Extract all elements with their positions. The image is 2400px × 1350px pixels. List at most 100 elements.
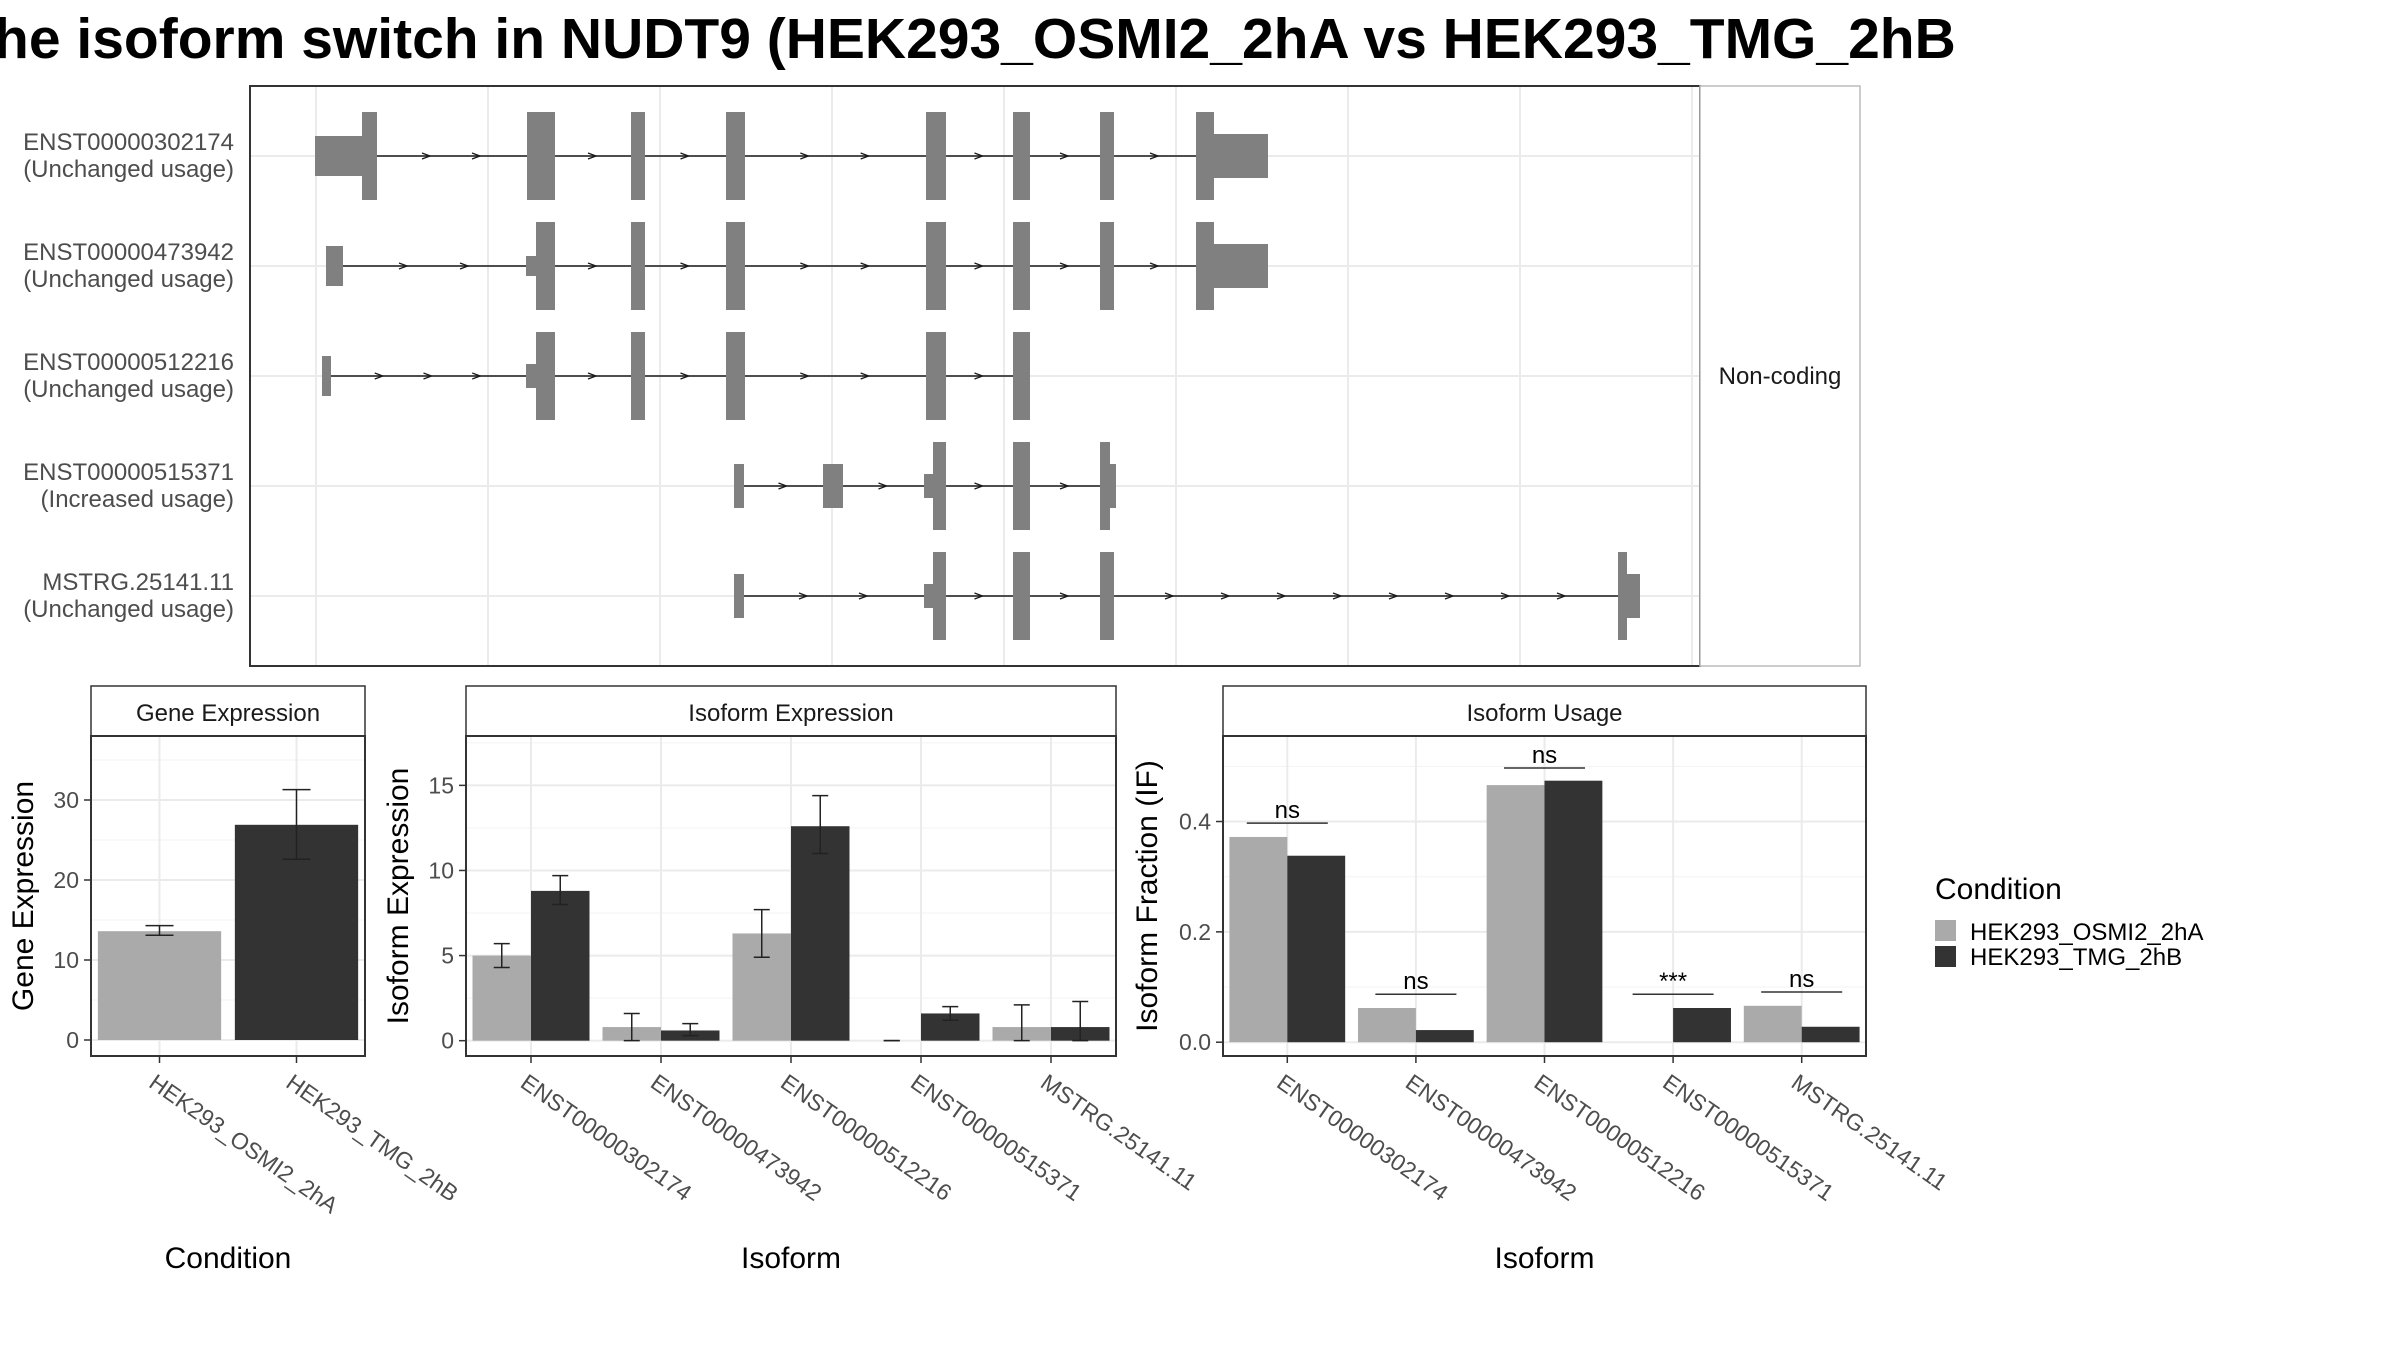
bar [472,955,531,1041]
intron-arrow [1276,592,1287,600]
x-axis-title: Isoform [1494,1242,1594,1275]
intron-arrow [798,592,809,600]
exon-block [527,112,555,200]
intron-arrow [974,372,985,380]
exon-block [526,364,537,388]
error-bar [753,908,770,959]
y-tick-label: 0.2 [1179,919,1211,945]
exon-block [734,574,744,618]
legend-label-tmg: HEK293_TMG_2hB [1970,944,2182,971]
y-tick-label: 15 [428,772,454,798]
exon-block [1212,134,1268,178]
error-bar [1013,1004,1030,1042]
y-tick-label: 10 [428,857,454,883]
intron-arrow [587,372,598,380]
bar [1486,785,1545,1043]
strip-right [1699,85,1861,667]
panel-strip [465,685,1117,737]
intron-arrow [800,262,811,270]
error-bar [942,1005,959,1022]
y-tick-label: 10 [53,947,79,973]
bar [234,824,359,1040]
transcript-id-label: MSTRG.25141.11 [42,569,234,596]
intron-arrow [1059,262,1070,270]
structure-row-labels: ENST00000302174(Unchanged usage)ENST0000… [23,129,234,623]
transcript-id-label: ENST00000473942 [23,239,234,266]
error-bar [282,788,311,860]
bar [1544,780,1603,1043]
exon-block [726,112,745,200]
legend-swatch-tmg [1935,946,1956,967]
exon-block [536,222,555,310]
y-tick-label: 0 [441,1028,454,1054]
intron-arrow [472,372,483,380]
intron-arrow [974,592,985,600]
intron-arrow [974,262,985,270]
exon-block [1100,112,1114,200]
intron-arrow [374,372,385,380]
exon-block [924,584,934,608]
intron-arrow [974,482,985,490]
exon-block [926,332,946,420]
transcript-id-label: ENST00000515371 [23,459,234,486]
legend-label-osmi2: HEK293_OSMI2_2hA [1970,919,2203,946]
transcript-status-label: (Unchanged usage) [23,596,234,623]
exon-block [924,474,934,498]
intron-arrow [974,152,985,160]
transcript-id-label: ENST00000302174 [23,129,234,156]
intron-arrow [1220,592,1231,600]
exon-block [1109,464,1116,508]
panel-strip-label: Isoform Expression [688,700,893,727]
exon-block [1013,552,1030,640]
exon-block [926,222,946,310]
y-tick-label: 5 [441,943,454,969]
intron-arrow [459,262,470,270]
exon-block [933,442,946,530]
panel-strip [1222,685,1867,737]
intron-arrow [587,262,598,270]
intron-arrow [1059,152,1070,160]
y-tick-label: 0 [66,1027,79,1053]
exon-block [726,222,745,310]
exon-block [1196,112,1214,200]
error-bar [145,924,174,936]
figure-title: he isoform switch in NUDT9 (HEK293_OSMI2… [0,7,1956,71]
exon-block [362,112,377,200]
strip-label-noncoding: Non-coding [1719,363,1842,390]
intron-arrow [1059,592,1070,600]
intron-arrow [680,372,691,380]
y-axis-title: Isoform Expression [382,768,415,1025]
exon-block [526,256,537,276]
intron-arrow [680,152,691,160]
intron-arrow [1149,152,1160,160]
exon-block [1013,442,1030,530]
transcript-status-label: (Unchanged usage) [23,156,234,183]
intron-arrow [878,482,889,490]
intron-arrow [860,262,871,270]
significance-label: ns [1532,742,1557,769]
structure-transcripts [315,112,1640,640]
error-bar [552,874,569,906]
transcript-model [734,442,1116,530]
y-axis-title: Isoform Fraction (IF) [1131,760,1164,1032]
transcript-status-label: (Unchanged usage) [23,266,234,293]
transcript-id-label: ENST00000512216 [23,349,234,376]
panel-strip-label: Gene Expression [136,700,320,727]
exon-block [631,222,645,310]
bar [1229,836,1288,1043]
isoform-expression-panel: Isoform Expression051015ENST00000302174E… [382,685,1202,1275]
intron-arrow [680,262,691,270]
y-axis-title: Gene Expression [7,781,40,1011]
y-tick-label: 20 [53,867,79,893]
bar [97,931,222,1040]
significance-label: ns [1403,968,1428,995]
exon-block [823,464,843,508]
exon-block [631,332,645,420]
bar [1287,855,1346,1043]
transcript-status-label: (Unchanged usage) [23,376,234,403]
bar [791,826,850,1041]
error-bar [623,1012,640,1042]
intron-arrow [860,372,871,380]
panel-strip-label: Isoform Usage [1466,700,1622,727]
